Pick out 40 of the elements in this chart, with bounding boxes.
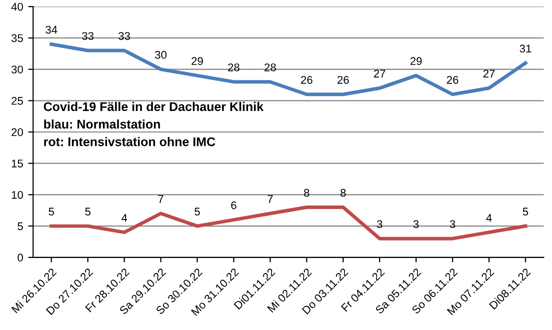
data-label: 26: [301, 76, 312, 84]
data-label: 7: [268, 195, 273, 203]
y-tick-label: 25: [12, 96, 23, 105]
data-label: 5: [522, 208, 528, 216]
data-label: 33: [82, 32, 94, 40]
data-label: 4: [486, 214, 492, 222]
data-label: 27: [483, 70, 495, 78]
y-tick-label: 15: [12, 160, 23, 168]
data-label: 7: [158, 195, 164, 203]
data-label: 5: [194, 208, 200, 216]
data-label: 26: [446, 76, 458, 84]
data-label: 27: [374, 70, 386, 78]
data-label: 5: [48, 208, 54, 216]
data-label: 28: [264, 63, 276, 72]
annotation: Covid-19 Fälle in der Dachauer Klinik: [44, 102, 264, 112]
data-label: 8: [340, 188, 346, 197]
y-tick-label: 40: [11, 2, 23, 11]
y-tick-label: 20: [12, 128, 23, 136]
data-label: 3: [413, 220, 419, 228]
annotation: blau: Normalstation: [44, 119, 160, 129]
data-label: 29: [192, 57, 203, 66]
data-label: 6: [231, 201, 236, 210]
data-label: 28: [228, 63, 240, 72]
data-label: 31: [520, 44, 532, 52]
data-label: 33: [118, 32, 130, 40]
annotation: rot: Intensivstation ohne IMC: [44, 137, 216, 146]
data-label: 34: [46, 26, 58, 34]
data-label: 29: [410, 57, 422, 66]
data-label: 8: [304, 188, 310, 197]
data-label: 5: [85, 208, 90, 216]
data-label: 26: [338, 76, 349, 84]
y-tick-label: 0: [18, 254, 23, 262]
data-label: 3: [376, 220, 382, 228]
data-label: 3: [450, 220, 456, 228]
y-tick-label: 30: [11, 66, 23, 74]
y-tick-label: 10: [12, 190, 23, 199]
y-tick-label: 35: [11, 34, 23, 42]
data-label: 30: [155, 50, 167, 59]
data-label: 4: [121, 214, 128, 222]
y-tick-label: 5: [18, 222, 23, 230]
